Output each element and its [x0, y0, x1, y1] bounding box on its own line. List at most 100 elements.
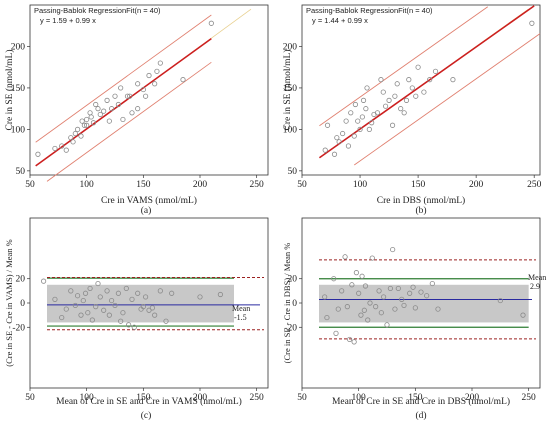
- data-point: [109, 106, 115, 112]
- data-point: [384, 322, 390, 328]
- data-point: [363, 106, 369, 112]
- data-point: [101, 108, 107, 114]
- panel-a: 50 100 150 200 250 50 100 150 200 Passing-Bablok…: [4, 4, 269, 216]
- data-point: [421, 89, 427, 95]
- data-point: [63, 147, 69, 153]
- data-point: [356, 290, 362, 296]
- data-point: [81, 122, 88, 128]
- data-point: [380, 89, 386, 95]
- data-point: [342, 254, 348, 260]
- data-point: [80, 297, 86, 304]
- data-point: [135, 81, 141, 87]
- data-point: [152, 81, 158, 87]
- data-point: [369, 120, 375, 126]
- data-point: [135, 290, 141, 296]
- data-point: [59, 314, 65, 321]
- data-point: [418, 289, 424, 295]
- data-point: [352, 101, 359, 108]
- data-point: [322, 147, 328, 153]
- data-point: [331, 151, 338, 157]
- data-point: [104, 288, 110, 294]
- ci-lower-line: [353, 33, 541, 166]
- data-point: [367, 300, 373, 306]
- data-point: [97, 294, 103, 300]
- x-tick-label: 100: [353, 180, 368, 190]
- x-tick-label: 50: [297, 180, 307, 190]
- data-point: [351, 339, 357, 345]
- data-point: [359, 114, 365, 120]
- data-point: [345, 143, 352, 149]
- data-point: [497, 297, 503, 304]
- data-point: [78, 312, 84, 318]
- data-point: [95, 280, 101, 287]
- x-tick-label: 250: [522, 393, 537, 403]
- data-point: [123, 285, 129, 292]
- x-axis-label: Cre in VAMS (nmol/mL): [101, 195, 197, 206]
- y-tick-label: 100: [283, 125, 298, 135]
- panel-label: (c): [141, 410, 152, 421]
- data-point: [413, 93, 419, 99]
- y-tick-label: 150: [11, 84, 26, 94]
- y-tick-label: 20: [288, 275, 298, 285]
- y-tick-label: 20: [16, 275, 26, 285]
- data-point: [112, 302, 118, 309]
- data-point: [374, 110, 381, 116]
- data-point: [95, 106, 101, 112]
- data-point: [87, 285, 93, 292]
- data-point: [380, 294, 387, 300]
- x-tick-label: 150: [411, 180, 426, 190]
- data-point: [394, 81, 400, 87]
- data-point: [120, 310, 126, 316]
- data-point: [75, 293, 81, 299]
- data-point: [120, 116, 126, 123]
- panel-label: (d): [415, 410, 426, 421]
- data-point: [97, 111, 103, 118]
- data-point: [146, 307, 152, 313]
- y-axis-label: Cre in SE (nmol/mL): [282, 49, 293, 130]
- agreement-band: [47, 284, 234, 323]
- data-point: [362, 283, 369, 289]
- ci-lower-line: [46, 61, 212, 182]
- data-point: [346, 336, 353, 343]
- data-point: [101, 307, 107, 313]
- data-point: [432, 68, 439, 74]
- mean-label: Mean: [528, 273, 546, 282]
- data-point: [104, 97, 110, 103]
- x-tick-label: 200: [193, 180, 208, 190]
- data-point: [88, 114, 94, 120]
- data-point: [335, 306, 341, 312]
- data-point: [52, 145, 58, 152]
- data-point: [75, 126, 81, 132]
- data-point: [343, 118, 349, 124]
- x-axis-label: Mean of Cre in SE and Cre in DBS (nmol/m…: [332, 396, 510, 407]
- data-point: [72, 130, 78, 137]
- data-point: [403, 97, 410, 103]
- x-tick-label: 100: [80, 393, 95, 403]
- x-tick-label: 50: [25, 180, 35, 190]
- data-point: [129, 296, 135, 302]
- data-point: [84, 116, 90, 123]
- chart-title: Passing-Bablok RegressionFit(n = 40): [34, 6, 161, 15]
- y-tick-label: 0: [292, 299, 297, 309]
- data-point: [435, 306, 441, 312]
- data-point: [376, 288, 382, 294]
- data-point: [157, 288, 163, 294]
- data-point: [415, 64, 421, 70]
- data-point: [427, 77, 433, 83]
- data-point: [369, 255, 375, 261]
- data-point: [324, 122, 331, 128]
- data-point: [35, 151, 41, 157]
- y-tick-label: 150: [283, 84, 298, 94]
- x-tick-label: 150: [136, 180, 151, 190]
- panel-c: 50 100 150 200 250 -20 0 20 Mean -1.5 Mean of C…: [4, 217, 269, 421]
- data-point: [52, 296, 58, 302]
- data-point: [208, 20, 214, 26]
- data-point: [410, 284, 416, 290]
- data-point: [412, 305, 418, 311]
- data-point: [364, 85, 370, 91]
- data-point: [112, 93, 118, 99]
- y-tick-label: 200: [283, 42, 298, 52]
- data-point: [115, 290, 122, 296]
- data-point: [90, 120, 97, 126]
- data-point: [358, 312, 364, 318]
